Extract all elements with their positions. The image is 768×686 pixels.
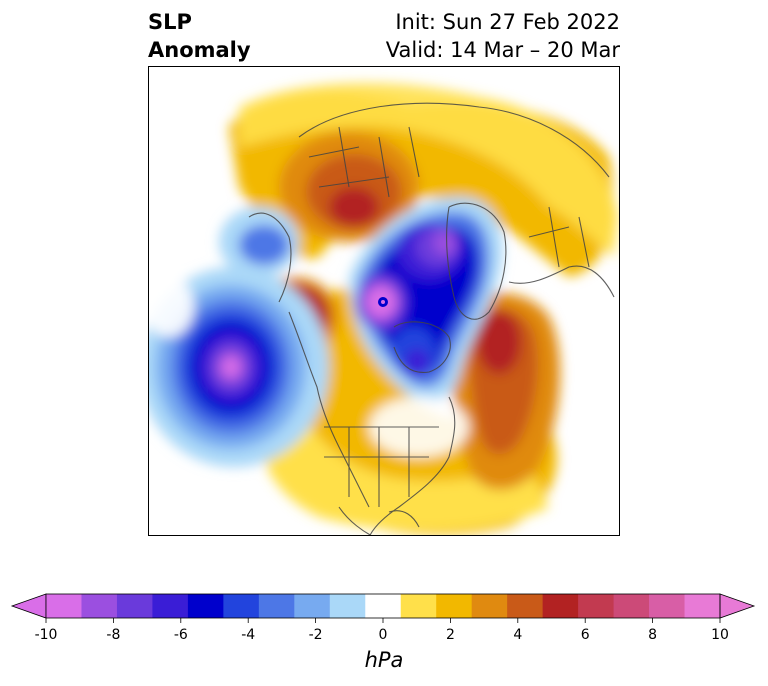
positive-field-light-north: [239, 83, 619, 257]
colorbar-segments: [10, 593, 756, 619]
map-title: SLP Anomaly: [148, 8, 251, 64]
negative-arctic-5: [433, 231, 457, 255]
colorbar-segment: [684, 594, 721, 618]
colorbar-segment: [187, 594, 224, 618]
colorbar-segment: [258, 594, 295, 618]
positive-siberia-max: [329, 187, 379, 227]
colorbar-segment: [578, 594, 615, 618]
title-line-2: Anomaly: [148, 38, 251, 62]
north-america-east-coast: [369, 396, 456, 535]
anomaly-map: [148, 66, 620, 536]
colorbar-tick-label: 10: [711, 627, 729, 643]
eurasia-coast: [298, 102, 610, 178]
positive-field-america-light: [259, 396, 549, 531]
greenland-coast: [446, 202, 507, 320]
colorbar-tick-label: 0: [379, 627, 388, 643]
colorbar-segment: [471, 594, 508, 618]
colorbar-segment: [400, 594, 437, 618]
north-america-west-coast: [288, 311, 370, 508]
mexico-coast: [338, 506, 420, 535]
colorbar-tick-label: 4: [513, 627, 522, 643]
colorbar-tick-label: -8: [106, 627, 120, 643]
negative-hudson-inner: [405, 348, 429, 376]
colorbar-segment: [116, 594, 153, 618]
colorbar-segment: [81, 594, 118, 618]
colorbar-segment: [329, 594, 366, 618]
colorbar-segment: [365, 594, 402, 618]
colorbar-ticks: -10 -8 -6 -4 -2 0 2 4 6 8 10: [35, 618, 729, 643]
negative-pacific-min: [222, 357, 240, 377]
colorbar-segment: [223, 594, 260, 618]
colorbar-tick-label: 6: [581, 627, 590, 643]
colorbar-segment: [152, 594, 189, 618]
valid-range: Valid: 14 Mar – 20 Mar: [385, 38, 620, 62]
anomaly-fields: [149, 83, 619, 535]
map-canvas: [149, 83, 619, 535]
colorbar-tick-label: -2: [309, 627, 323, 643]
colorbar-segment: [613, 594, 650, 618]
colorbar-segment: [294, 594, 331, 618]
alaska-coast: [248, 212, 292, 303]
coastlines: [248, 102, 615, 535]
colorbar-segment: [507, 594, 544, 618]
colorbar-segment: [649, 594, 686, 618]
colorbar-unit: hPa: [364, 648, 404, 672]
colorbar-tick-label: -4: [241, 627, 255, 643]
colorbar-tick-label: 8: [648, 627, 657, 643]
low-center-canada-dot: [381, 300, 385, 304]
us-borders: [324, 426, 439, 507]
colorbar-under-arrow: [10, 593, 47, 619]
colorbar-tick-label: 2: [446, 627, 455, 643]
colorbar-segment: [436, 594, 473, 618]
europe-coast: [508, 265, 615, 298]
colorbar: -10 -8 -6 -4 -2 0 2 4 6 8 10: [10, 593, 756, 643]
positive-max-atlantic: [477, 310, 521, 374]
negative-aleutian-inner: [239, 225, 289, 265]
colorbar-over-arrow: [719, 593, 756, 619]
hudson-bay-coast: [393, 321, 451, 373]
init-date: Init: Sun 27 Feb 2022: [395, 10, 620, 34]
neutral-zone-pacific: [149, 277, 194, 337]
europe-borders: [528, 206, 590, 268]
asia-borders: [308, 126, 420, 198]
colorbar-tick-label: -10: [35, 627, 58, 643]
colorbar-segment: [46, 594, 82, 618]
colorbar-tick-label: -6: [174, 627, 188, 643]
date-info: Init: Sun 27 Feb 2022 Valid: 14 Mar – 20…: [386, 8, 620, 64]
colorbar-segment: [542, 594, 579, 618]
title-line-1: SLP: [148, 10, 192, 34]
